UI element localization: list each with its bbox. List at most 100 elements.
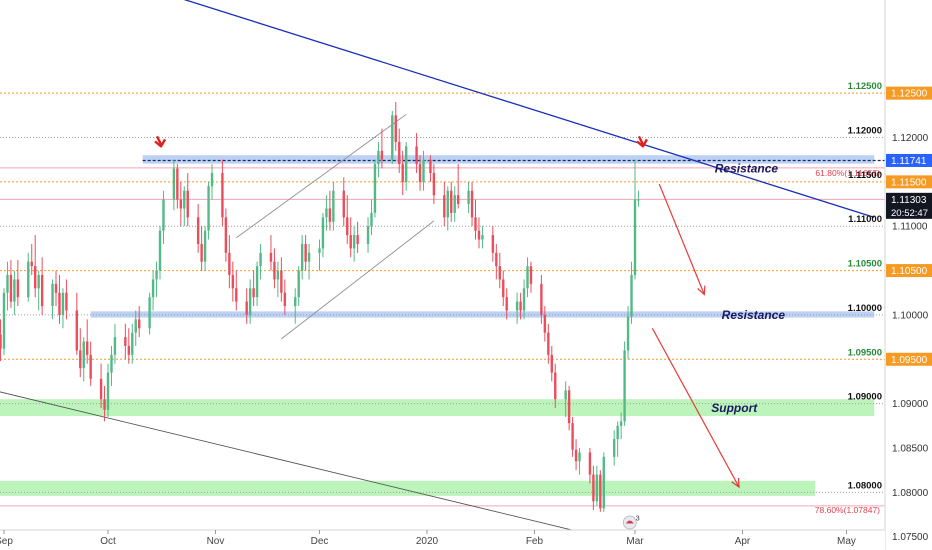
candle — [418, 155, 422, 191]
candle-body — [515, 301, 519, 311]
candle-body — [588, 452, 592, 475]
level-label: 1.12500 — [848, 81, 882, 92]
arrow-head — [731, 477, 740, 489]
candle-body — [630, 275, 633, 317]
candle-body — [75, 310, 79, 351]
level-layer — [0, 92, 885, 507]
candle-body — [228, 252, 231, 275]
candle — [162, 190, 165, 244]
candle-body — [148, 297, 151, 329]
candle — [470, 181, 474, 227]
level-label: 1.11000 — [848, 214, 882, 225]
candle — [450, 181, 453, 222]
candle — [481, 226, 484, 249]
candle-body — [61, 292, 65, 315]
candle — [40, 257, 44, 315]
candle-body — [592, 474, 595, 502]
candle — [37, 270, 40, 311]
candle — [158, 226, 162, 280]
time-axis[interactable]: Sep Oct Nov Dec 2020 Feb Mar Apr May — [0, 529, 885, 550]
candle-body — [276, 270, 280, 280]
peak-arrow — [636, 135, 648, 148]
price-tag: 1.11303 20:52:47 — [886, 192, 932, 219]
price-tag: 1.11741 — [886, 153, 932, 167]
candle-body — [567, 390, 571, 424]
price-tag: 1.09500 — [886, 352, 932, 366]
candle-body — [547, 332, 550, 355]
candle-body — [186, 190, 189, 218]
down-arrow — [658, 183, 706, 296]
candle-body — [37, 275, 40, 289]
candle-body — [467, 190, 470, 205]
candle-body — [377, 150, 380, 165]
peak-arrow-shaft — [155, 135, 163, 145]
candle-body — [401, 164, 404, 182]
candle-body — [349, 235, 352, 249]
candle-body — [415, 146, 418, 165]
candle-body — [283, 292, 287, 307]
candle — [259, 243, 262, 280]
candle-body — [616, 425, 619, 440]
candle-body — [179, 199, 183, 209]
zone-annotation: Resistance — [715, 162, 779, 176]
price-tag-bg — [886, 352, 932, 366]
candle — [474, 199, 477, 240]
candle-body — [113, 337, 117, 355]
level-label: 1.11500 — [848, 170, 882, 181]
price-tick-label: 1.08500 — [892, 443, 929, 454]
candle — [543, 306, 547, 342]
candle — [377, 141, 380, 178]
date-label: Oct — [100, 536, 116, 547]
countdown-text: 20:52:47 — [891, 208, 928, 219]
candle-body — [540, 283, 543, 315]
candle-body — [221, 172, 224, 218]
candle-body — [474, 217, 477, 231]
candle-body — [595, 474, 599, 502]
price-tag-bg — [886, 86, 932, 100]
candle — [502, 270, 505, 307]
candle — [328, 190, 332, 231]
resistance-zone — [142, 155, 875, 164]
candle — [599, 470, 602, 512]
flag-stripe — [625, 520, 634, 524]
candle — [131, 323, 134, 364]
candle-body — [453, 195, 456, 213]
candle — [200, 226, 203, 271]
candle-body — [502, 279, 505, 298]
candle-body — [9, 275, 13, 302]
price-tick-label: 1.08000 — [892, 488, 929, 499]
candle — [294, 288, 297, 324]
candle — [630, 261, 633, 324]
candle — [356, 221, 359, 253]
candle-body — [352, 235, 356, 249]
candle-body — [404, 146, 408, 182]
candle — [349, 217, 352, 258]
candle — [252, 270, 255, 307]
price-tag: 1.11500 — [886, 175, 932, 189]
date-label: May — [837, 536, 856, 547]
candle-body — [571, 423, 574, 450]
candle — [103, 385, 106, 422]
candle-body — [34, 266, 37, 289]
candle-body — [124, 337, 127, 346]
candle — [176, 164, 179, 209]
candle-body — [210, 172, 214, 187]
candle — [183, 186, 186, 227]
candle — [550, 345, 553, 382]
candle — [61, 288, 65, 329]
candle-body — [443, 195, 446, 218]
resistance-trend-line — [183, 0, 875, 218]
arrow-layer — [154, 135, 740, 489]
candle — [567, 385, 571, 431]
candle-body — [370, 212, 373, 227]
candle-body — [637, 199, 640, 201]
candle — [300, 235, 304, 280]
candle-body — [318, 248, 321, 253]
zone-annotation: Resistance — [722, 308, 786, 322]
candle — [498, 252, 501, 289]
candle-body — [543, 314, 547, 333]
resistance-zone — [90, 311, 875, 318]
candle — [429, 155, 432, 182]
candle — [588, 447, 592, 484]
